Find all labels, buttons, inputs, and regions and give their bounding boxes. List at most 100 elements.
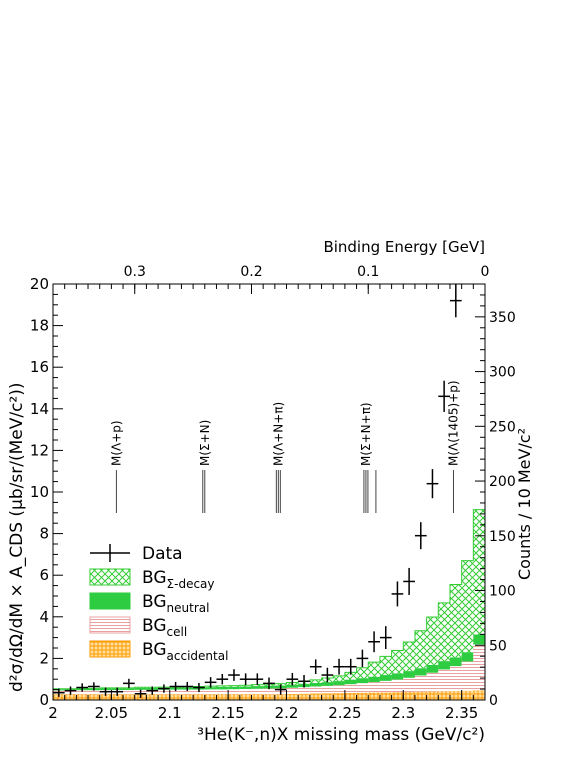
right-y-tick-label: 100 [489,584,516,600]
bar-cell [438,669,450,691]
right-y-tick-label: 350 [489,310,516,326]
threshold-markers: M(Λ+p)M(Σ+N)M(Λ+N+π)M(Σ+N+π)M(Λ(1405)+p) [109,381,460,514]
bar-accidental [380,692,392,700]
bar-accidental [322,693,334,700]
bar-accidental [216,694,228,700]
bar-accidental [88,694,100,700]
right-y-tick-label: 0 [489,693,498,709]
bar-accidental [240,694,252,700]
bar-sigma-decay [357,668,369,678]
bar-sigma-decay [450,585,462,658]
bar-cell [310,686,322,693]
bar-accidental [123,694,135,700]
bar-neutral [438,661,450,669]
bar-cell [415,675,427,691]
bar-accidental [76,694,88,700]
bar-cell [88,690,100,694]
bar-neutral [216,687,228,689]
bar-accidental [158,694,170,700]
y-tick-label: 20 [30,275,49,293]
bar-accidental [403,692,415,700]
bar-neutral [228,687,240,689]
x-axis-title: ³He(K⁻,n)X missing mass (GeV/c²) [197,725,485,745]
legend-label-main: BG [142,592,167,612]
bar-cell [263,689,275,695]
y-tick-label: 2 [39,649,49,667]
bar-sigma-decay [473,510,485,635]
bar-neutral [357,678,369,683]
bar-neutral [310,683,322,687]
x-tick-label: 2 [48,704,58,722]
legend-swatch [90,617,130,633]
y-tick-label: 18 [30,317,49,335]
bar-cell [357,683,369,693]
bar-sigma-decay [462,561,474,653]
right-y-tick-label: 150 [489,529,516,545]
bar-cell [427,673,439,692]
bar-sigma-decay [392,650,404,673]
y-axis-title: d²σ/dΩ/dM × A_CDS (μb/sr/(MeV/c²)) [7,383,27,693]
bar-sigma-decay [438,603,450,661]
bar-accidental [415,692,427,700]
bar-accidental [450,691,462,700]
bar-accidental [333,693,345,700]
top-tick-label: 0.2 [240,264,262,280]
right-y-tick-label: 200 [489,474,516,490]
bar-neutral [322,682,334,686]
bar-cell [403,678,415,692]
legend-label-sub: Σ-decay [167,577,215,591]
x-tick-label: 2.05 [95,704,128,722]
bar-accidental [205,694,217,700]
right-y-tick-label: 300 [489,365,516,381]
bar-neutral [415,668,427,675]
bar-accidental [193,694,205,700]
top-tick-label: 0 [481,264,490,280]
bar-accidental [298,694,310,700]
bar-accidental [473,690,485,700]
bar-sigma-decay [368,662,380,677]
right-y-tick-label: 250 [489,419,516,435]
bar-cell [251,689,263,694]
x-tick-label: 2.15 [211,704,244,722]
bar-cell [287,688,299,694]
bar-cell [322,686,334,693]
bar-cell [380,681,392,692]
bar-accidental [462,691,474,700]
legend-label: BGaccidental [142,640,228,663]
bar-accidental [275,694,287,700]
legend-label-sub: neutral [167,601,210,615]
bar-cell [345,684,357,693]
bar-accidental [345,693,357,700]
bar-accidental [65,694,77,700]
legend-label-sub: cell [167,625,188,639]
bar-cell [123,690,135,694]
bar-neutral [403,671,415,678]
bar-accidental [181,694,193,700]
threshold-label: M(Σ+N) [198,420,212,466]
bar-accidental [287,694,299,700]
legend-label: BGΣ-decay [142,568,215,591]
bar-cell [205,689,217,694]
bar-cell [392,680,404,692]
bar-accidental [357,693,369,700]
bar-neutral [368,677,380,682]
x-tick-label: 2.1 [158,704,182,722]
y-tick-label: 16 [30,358,49,376]
bar-neutral [462,652,474,661]
bar-accidental [251,694,263,700]
bar-cell [298,687,310,694]
bar-accidental [170,694,182,700]
y-tick-label: 10 [30,483,49,501]
bar-cell [462,662,474,691]
legend-label-main: BG [142,616,167,636]
bar-cell [368,682,380,692]
bar-sigma-decay [403,642,415,671]
bar-neutral [450,657,462,666]
bar-accidental [392,692,404,700]
bar-neutral [333,681,345,685]
data-series [53,284,462,698]
legend-swatch [90,569,130,585]
bar-neutral [380,675,392,681]
legend-label: BGneutral [142,592,209,615]
